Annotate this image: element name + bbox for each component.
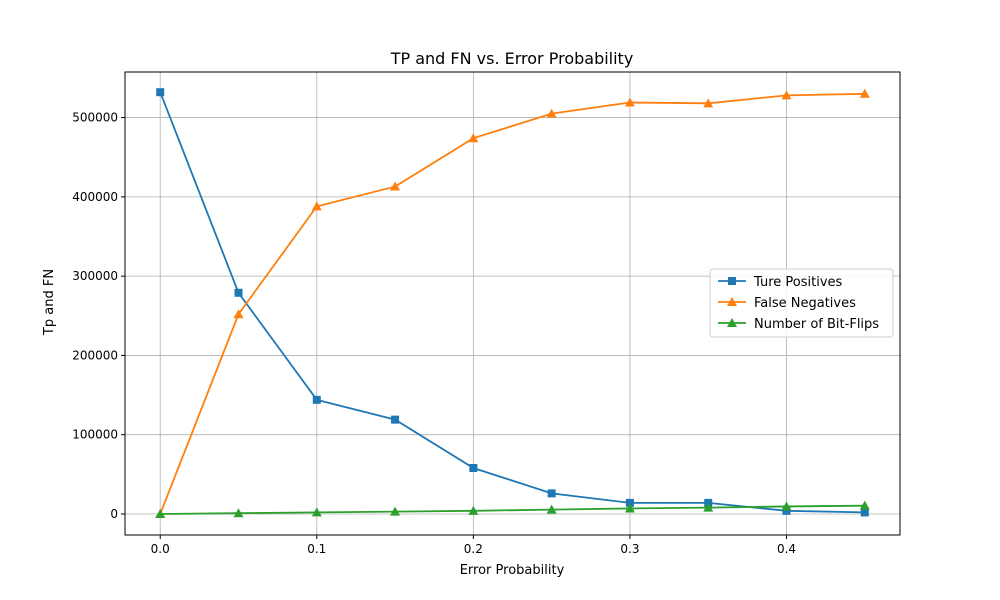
data-point bbox=[156, 88, 165, 97]
data-point bbox=[781, 501, 792, 511]
data-point bbox=[703, 98, 714, 108]
data-point bbox=[233, 309, 244, 319]
legend-marker bbox=[728, 277, 736, 285]
data-point bbox=[860, 508, 869, 517]
series-layer bbox=[155, 88, 870, 518]
y-tick-label: 0 bbox=[110, 507, 118, 521]
y-tick-label: 400000 bbox=[72, 190, 118, 204]
x-axis-label: Error Probability bbox=[460, 563, 565, 578]
x-tick-label: 0.2 bbox=[464, 542, 483, 556]
legend: Ture Positives False Negatives Number of B… bbox=[709, 268, 894, 338]
data-point bbox=[468, 133, 479, 143]
axes: 0.0 0.1 0.2 0.3 0.4 0 100000 200000 300000 400000… bbox=[72, 71, 901, 556]
series-line bbox=[160, 504, 865, 515]
y-tick-label: 300000 bbox=[72, 269, 118, 283]
data-point bbox=[233, 508, 244, 518]
data-point bbox=[390, 181, 401, 191]
legend-marker bbox=[727, 318, 737, 327]
y-tick-label: 100000 bbox=[72, 428, 118, 442]
data-point bbox=[311, 507, 322, 517]
data-point bbox=[391, 415, 400, 424]
legend-item: Number of Bit-Flips bbox=[718, 317, 879, 332]
legend-item: False Negatives bbox=[718, 296, 856, 311]
data-point bbox=[782, 506, 791, 515]
legend-label: False Negatives bbox=[754, 296, 856, 311]
y-axis-label: Tp and FN bbox=[42, 269, 57, 336]
chart-title: TP and FN vs. Error Probability bbox=[390, 49, 634, 68]
data-point bbox=[468, 505, 479, 515]
data-point bbox=[312, 395, 321, 404]
legend-item: Ture Positives bbox=[718, 275, 843, 290]
y-tick-label: 200000 bbox=[72, 348, 118, 362]
data-point bbox=[547, 489, 556, 498]
plot-frame bbox=[124, 71, 901, 536]
legend-label: Number of Bit-Flips bbox=[754, 317, 879, 332]
series-3 bbox=[155, 500, 870, 518]
series-line bbox=[159, 92, 865, 515]
data-point bbox=[624, 97, 635, 107]
grid-lines bbox=[125, 72, 900, 535]
legend-box bbox=[709, 268, 894, 338]
x-tick-label: 0.1 bbox=[307, 542, 326, 556]
data-point bbox=[781, 90, 792, 100]
x-tick-label: 0.4 bbox=[777, 542, 796, 556]
data-point bbox=[155, 508, 166, 518]
data-point bbox=[859, 500, 870, 510]
data-point bbox=[469, 464, 478, 473]
data-point bbox=[234, 288, 243, 297]
legend-marker bbox=[727, 297, 737, 306]
data-point bbox=[624, 503, 635, 513]
data-point bbox=[625, 498, 634, 507]
data-point bbox=[546, 504, 557, 514]
y-tick-label: 500000 bbox=[72, 111, 118, 125]
data-point bbox=[703, 502, 714, 512]
x-tick-label: 0.0 bbox=[151, 542, 170, 556]
data-point bbox=[311, 201, 322, 211]
data-point bbox=[546, 108, 557, 118]
data-point bbox=[859, 88, 870, 98]
data-point bbox=[390, 506, 401, 516]
x-tick-label: 0.3 bbox=[620, 542, 639, 556]
legend-label: Ture Positives bbox=[753, 275, 843, 290]
